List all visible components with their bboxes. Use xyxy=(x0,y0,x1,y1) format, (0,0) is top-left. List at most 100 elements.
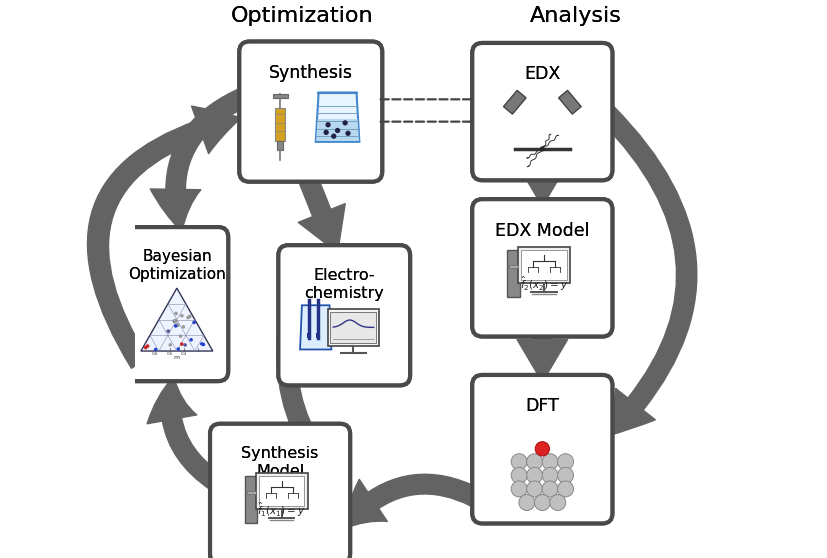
Circle shape xyxy=(542,481,557,497)
FancyBboxPatch shape xyxy=(239,42,382,182)
Circle shape xyxy=(526,481,542,497)
Bar xyxy=(256,473,308,509)
Polygon shape xyxy=(315,93,359,142)
Circle shape xyxy=(542,468,557,483)
Polygon shape xyxy=(558,90,581,114)
Text: Synthesis: Synthesis xyxy=(269,64,352,82)
Circle shape xyxy=(534,441,549,456)
FancyBboxPatch shape xyxy=(126,227,228,381)
FancyArrowPatch shape xyxy=(516,329,567,382)
Bar xyxy=(315,333,319,338)
Circle shape xyxy=(175,323,179,327)
Circle shape xyxy=(526,454,542,470)
Circle shape xyxy=(323,129,328,135)
Circle shape xyxy=(345,131,350,136)
Circle shape xyxy=(172,320,176,323)
Circle shape xyxy=(174,319,178,323)
Text: 0.4: 0.4 xyxy=(180,352,187,357)
Text: EDX: EDX xyxy=(523,65,560,83)
Circle shape xyxy=(174,312,178,315)
FancyBboxPatch shape xyxy=(239,42,382,182)
Text: Optimization: Optimization xyxy=(231,6,373,26)
Circle shape xyxy=(173,320,176,324)
Circle shape xyxy=(173,319,176,323)
Circle shape xyxy=(166,329,170,333)
FancyArrowPatch shape xyxy=(277,328,343,487)
Bar xyxy=(307,333,311,338)
Circle shape xyxy=(176,347,179,351)
Polygon shape xyxy=(141,288,213,351)
Circle shape xyxy=(181,325,185,329)
Text: 0.6: 0.6 xyxy=(166,352,173,357)
Circle shape xyxy=(200,342,203,345)
Circle shape xyxy=(342,120,347,126)
Circle shape xyxy=(183,343,187,347)
Circle shape xyxy=(168,343,172,347)
Circle shape xyxy=(189,338,193,341)
Circle shape xyxy=(510,468,527,483)
Text: Analysis: Analysis xyxy=(529,6,621,26)
Text: EDX Model: EDX Model xyxy=(495,222,589,239)
Bar xyxy=(507,250,519,297)
Circle shape xyxy=(179,334,182,338)
Bar xyxy=(245,476,257,523)
Circle shape xyxy=(334,128,340,133)
Circle shape xyxy=(186,316,189,320)
Text: Synthesis
Model: Synthesis Model xyxy=(241,446,318,479)
FancyBboxPatch shape xyxy=(471,43,612,180)
Text: Bayesian
Optimization: Bayesian Optimization xyxy=(128,249,226,282)
Text: Bayesian
Optimization: Bayesian Optimization xyxy=(128,249,226,282)
Circle shape xyxy=(510,481,527,497)
Polygon shape xyxy=(299,305,331,349)
FancyBboxPatch shape xyxy=(471,375,612,523)
Text: EDX: EDX xyxy=(523,65,560,83)
Circle shape xyxy=(539,146,544,151)
Circle shape xyxy=(557,454,573,470)
Text: DFT: DFT xyxy=(525,397,558,415)
FancyBboxPatch shape xyxy=(278,246,409,385)
Bar xyxy=(518,247,569,283)
Circle shape xyxy=(510,454,527,470)
Circle shape xyxy=(202,343,205,347)
FancyArrowPatch shape xyxy=(297,171,345,253)
FancyBboxPatch shape xyxy=(471,199,612,336)
Text: Analysis: Analysis xyxy=(529,6,621,26)
Circle shape xyxy=(325,122,330,127)
Circle shape xyxy=(542,454,557,470)
Circle shape xyxy=(533,494,550,511)
FancyArrowPatch shape xyxy=(88,106,241,368)
Circle shape xyxy=(331,133,336,139)
FancyArrowPatch shape xyxy=(151,87,251,232)
Circle shape xyxy=(557,481,573,497)
Circle shape xyxy=(144,346,147,349)
FancyArrowPatch shape xyxy=(600,107,696,436)
Text: $\hat{f}_2(x_2) = y$: $\hat{f}_2(x_2) = y$ xyxy=(519,274,568,292)
FancyBboxPatch shape xyxy=(471,199,612,336)
Circle shape xyxy=(557,468,573,483)
FancyArrowPatch shape xyxy=(342,474,496,530)
Bar xyxy=(272,94,287,98)
FancyBboxPatch shape xyxy=(126,227,228,381)
FancyBboxPatch shape xyxy=(471,43,612,180)
Circle shape xyxy=(188,315,191,318)
FancyArrowPatch shape xyxy=(147,377,220,489)
Bar xyxy=(327,309,379,346)
Circle shape xyxy=(192,321,196,324)
Bar xyxy=(246,492,256,494)
Text: Synthesis
Model: Synthesis Model xyxy=(241,446,318,479)
FancyBboxPatch shape xyxy=(210,424,350,558)
Bar xyxy=(521,250,566,280)
Bar xyxy=(259,476,304,506)
Bar xyxy=(275,108,284,141)
Text: Synthesis: Synthesis xyxy=(269,64,352,82)
Polygon shape xyxy=(503,90,525,114)
Bar xyxy=(330,312,376,343)
FancyBboxPatch shape xyxy=(471,375,612,523)
Circle shape xyxy=(549,494,565,511)
Circle shape xyxy=(154,348,157,352)
FancyArrowPatch shape xyxy=(516,163,567,206)
Circle shape xyxy=(179,342,184,346)
Bar xyxy=(277,141,283,150)
Text: $\hat{f}_1(x_1) = y$: $\hat{f}_1(x_1) = y$ xyxy=(257,500,306,518)
FancyBboxPatch shape xyxy=(210,424,350,558)
